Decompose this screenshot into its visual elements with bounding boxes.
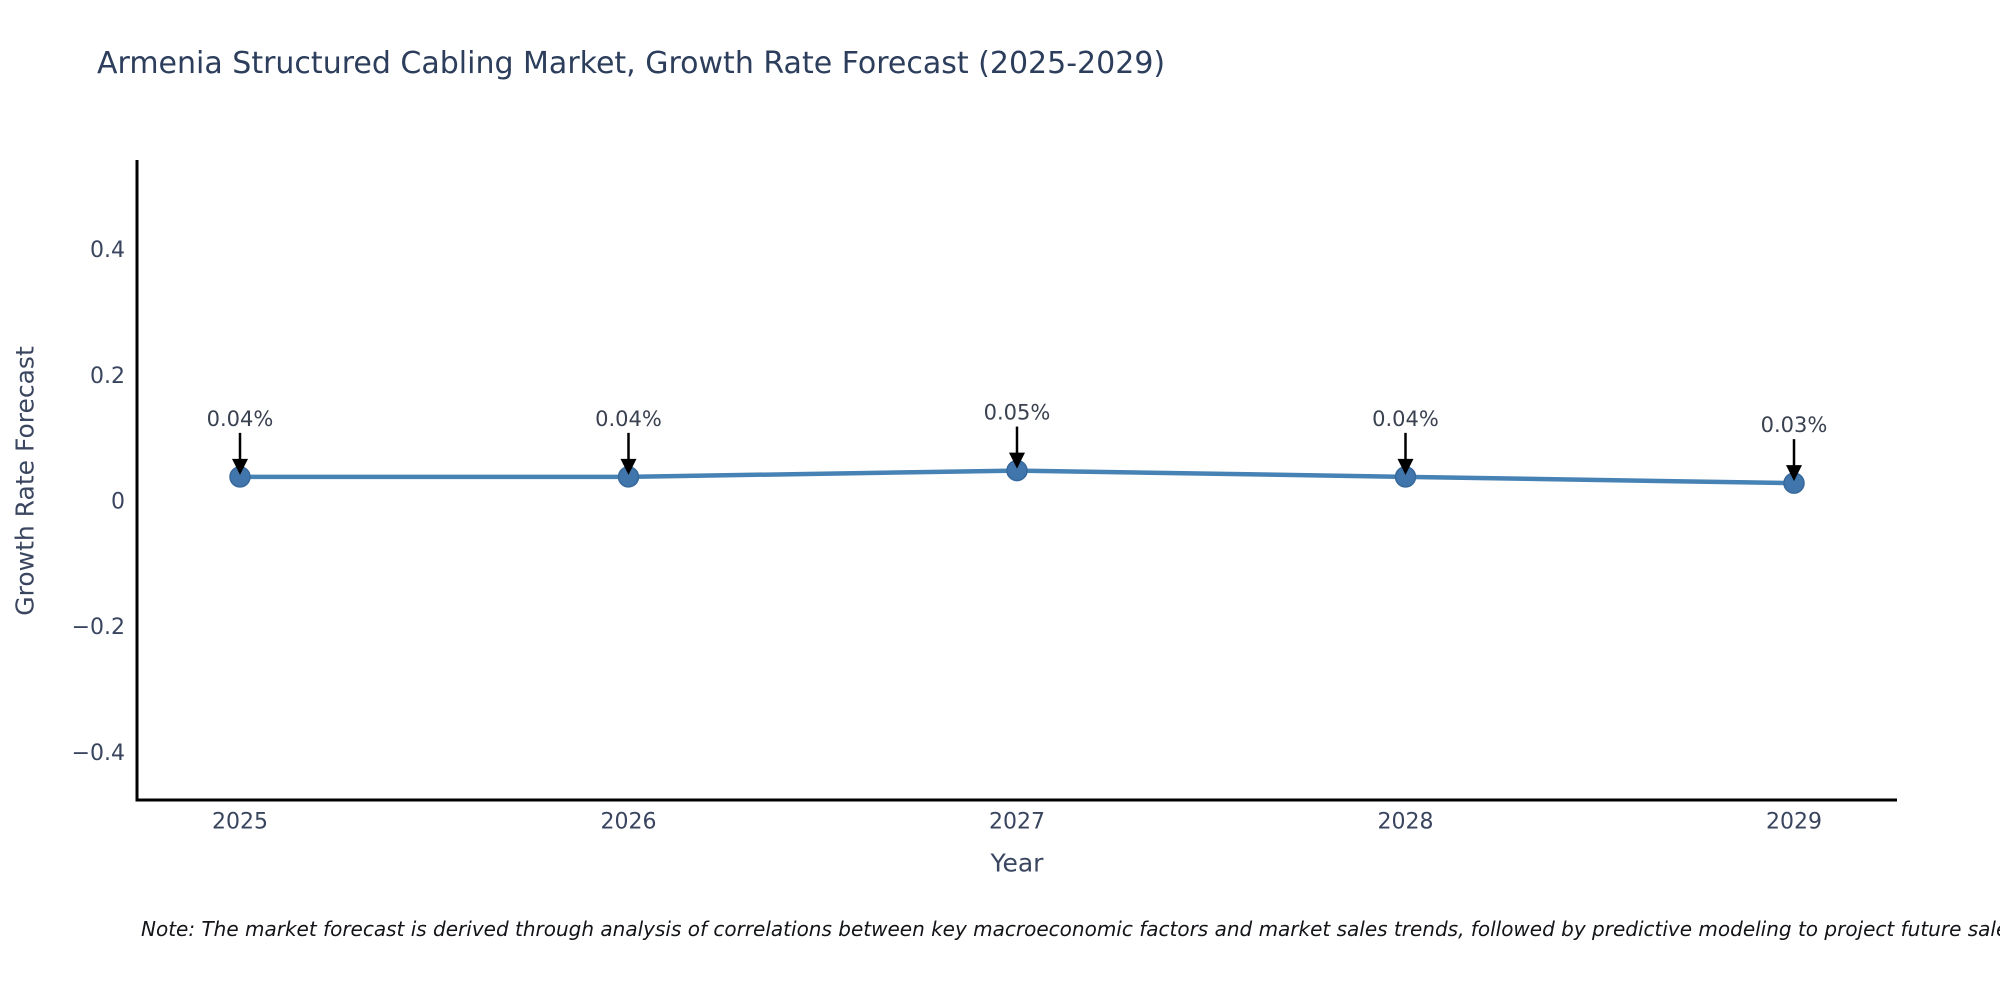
x-tick-label: 2027: [989, 810, 1045, 835]
chart-title: Armenia Structured Cabling Market, Growt…: [97, 46, 1166, 81]
annotation-arrowhead-icon: [1786, 465, 1802, 482]
x-tick-label: 2025: [212, 810, 268, 835]
x-axis-title: Year: [990, 848, 1044, 878]
annotation-label: 0.04%: [595, 407, 662, 431]
y-tick-label: 0: [111, 490, 125, 515]
footnote: Note: The market forecast is derived thr…: [141, 917, 2000, 941]
annotation-label: 0.03%: [1761, 413, 1828, 437]
annotation-label: 0.04%: [207, 407, 274, 431]
x-tick-label: 2028: [1378, 810, 1434, 835]
x-tick-label: 2026: [601, 810, 657, 835]
x-tick-label: 2029: [1766, 810, 1822, 835]
y-tick-label: 0.4: [90, 238, 125, 263]
annotation-label: 0.05%: [984, 401, 1051, 425]
annotation-arrowhead-icon: [232, 458, 248, 475]
annotation-arrowhead-icon: [1009, 452, 1025, 469]
y-tick-label: 0.2: [90, 364, 125, 389]
y-tick-label: −0.4: [72, 741, 125, 766]
y-axis-title: Growth Rate Forecast: [10, 346, 40, 616]
annotation-arrowhead-icon: [1397, 458, 1414, 475]
y-tick-label: −0.2: [72, 615, 125, 640]
annotation-arrowhead-icon: [620, 458, 637, 475]
annotation-label: 0.04%: [1372, 407, 1439, 431]
